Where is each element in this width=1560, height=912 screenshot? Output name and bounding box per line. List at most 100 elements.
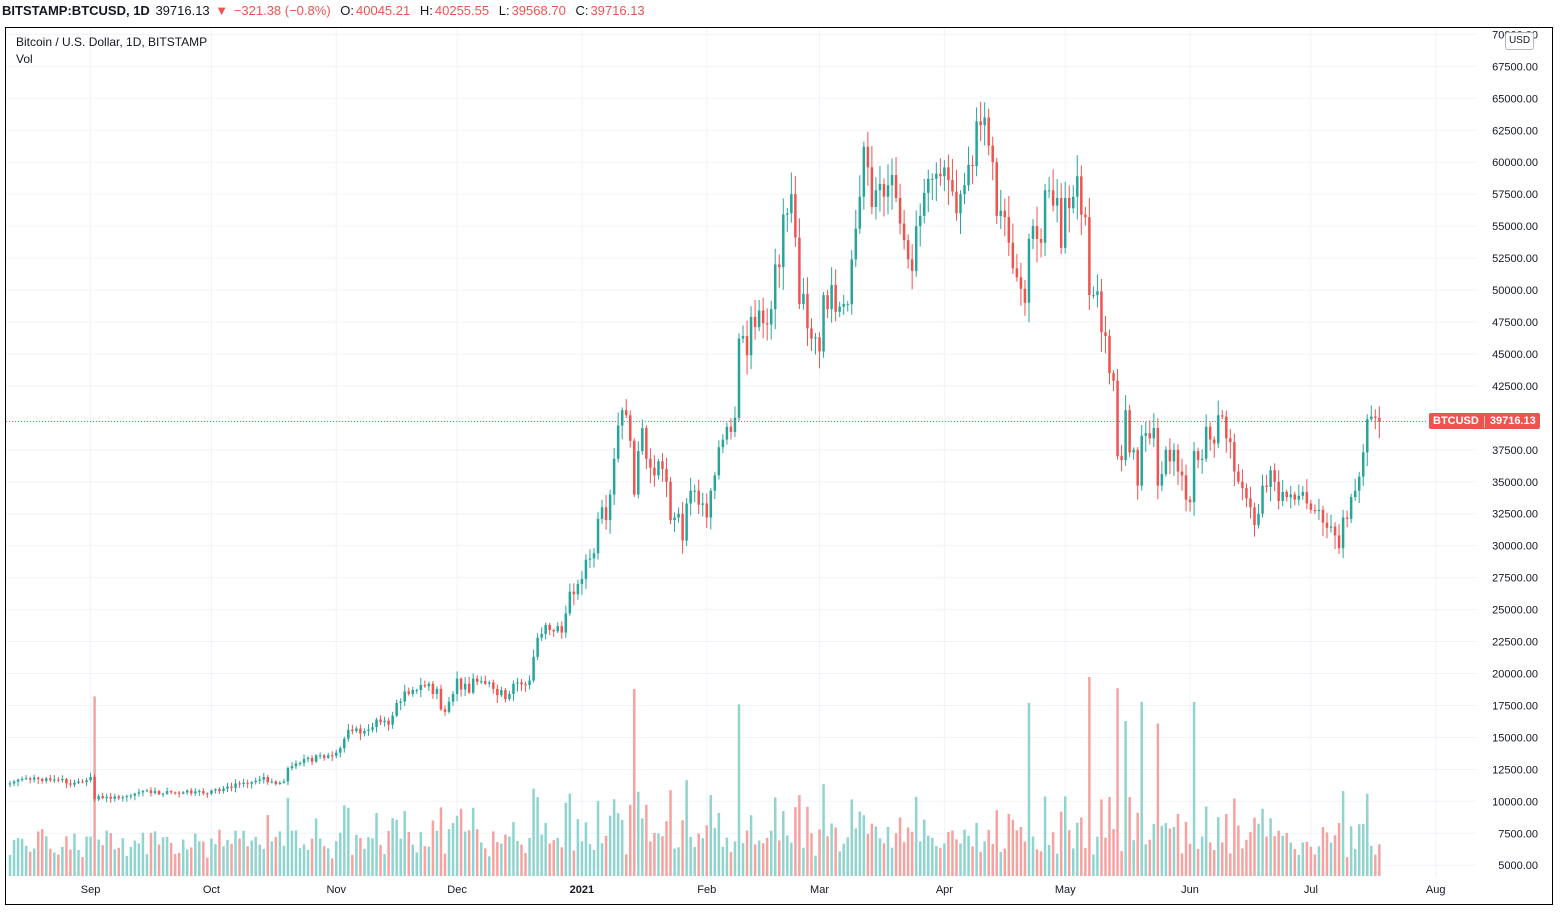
volume-bar xyxy=(145,854,149,876)
candle-body xyxy=(45,778,48,781)
volume-bar xyxy=(910,831,914,876)
open-value: 40045.21 xyxy=(356,3,411,18)
volume-bar xyxy=(81,857,84,876)
candle-body xyxy=(1349,497,1353,519)
candle-body xyxy=(129,795,133,797)
candle-body xyxy=(8,783,12,785)
candle-body xyxy=(842,304,845,307)
candle-body xyxy=(322,755,326,758)
volume-bar xyxy=(1212,849,1216,876)
volume-bar xyxy=(101,845,104,876)
candle-body xyxy=(681,513,684,541)
volume-bar xyxy=(427,846,431,876)
volume-bar xyxy=(234,830,237,876)
symbol-label[interactable]: BITSTAMP:BTCUSD, 1D xyxy=(2,3,150,18)
candle-body xyxy=(351,729,354,732)
candle-body xyxy=(673,517,676,521)
volume-bar xyxy=(902,842,906,876)
volume-bar xyxy=(931,837,934,876)
volume-bar xyxy=(314,818,318,876)
currency-badge[interactable]: USD xyxy=(1505,32,1534,50)
candle-body xyxy=(254,780,257,783)
volume-bar xyxy=(532,788,535,876)
candle-body xyxy=(395,702,398,716)
volume-bar xyxy=(1168,828,1172,876)
volume-bar xyxy=(838,851,841,876)
candle-body xyxy=(608,494,612,521)
candle-body xyxy=(451,693,455,702)
candle-body xyxy=(169,791,173,793)
volume-bar xyxy=(1297,854,1301,876)
candle-body xyxy=(1096,291,1099,296)
candle-body xyxy=(959,194,962,214)
candle-body xyxy=(1253,507,1256,526)
candle-body xyxy=(1003,210,1007,218)
candle-body xyxy=(49,778,52,781)
candle-body xyxy=(922,192,926,216)
volume-bar xyxy=(713,827,717,876)
volume-bar xyxy=(1164,823,1168,876)
candle-body xyxy=(427,683,431,687)
volume-bar xyxy=(822,784,825,876)
candle-body xyxy=(1329,526,1333,528)
candle-body xyxy=(741,336,745,339)
volume-bar xyxy=(633,689,636,876)
volume-bar xyxy=(363,848,366,876)
volume-bar xyxy=(347,807,350,876)
candle-body xyxy=(330,755,334,757)
candle-body xyxy=(250,782,253,784)
volume-bar xyxy=(564,802,568,876)
volume-bar xyxy=(661,836,664,876)
volume-bar xyxy=(1285,832,1288,876)
volume-bar xyxy=(576,819,580,876)
volume-bar xyxy=(419,832,423,876)
candle-body xyxy=(1309,503,1313,510)
candle-body xyxy=(387,720,390,725)
volume-bar xyxy=(463,831,467,876)
candle-body xyxy=(1281,491,1284,501)
volume-bar xyxy=(177,852,181,876)
candle-body xyxy=(1100,291,1103,333)
volume-bar xyxy=(351,854,354,876)
volume-bar xyxy=(616,813,620,876)
volume-bar xyxy=(125,855,129,876)
volume-bar xyxy=(830,823,833,876)
candle-body xyxy=(914,226,918,271)
volume-bar xyxy=(367,837,370,876)
candle-body xyxy=(649,458,652,468)
candle-body xyxy=(826,295,829,310)
volume-bar xyxy=(1104,837,1107,876)
volume-bar xyxy=(725,837,729,876)
volume-bar xyxy=(459,808,463,876)
volume-bar xyxy=(375,813,378,876)
volume-bar xyxy=(814,855,817,876)
candle-body xyxy=(951,180,954,192)
volume-bar xyxy=(778,840,781,876)
volume-bar xyxy=(407,832,410,876)
volume-bar xyxy=(544,822,547,876)
volume-bar xyxy=(878,838,882,876)
volume-bar xyxy=(516,840,519,876)
volume-bar xyxy=(214,844,217,876)
volume-bar xyxy=(1124,720,1127,876)
volume-bar xyxy=(230,843,233,876)
candle-body xyxy=(230,786,233,788)
candle-body xyxy=(367,729,370,732)
candle-body xyxy=(190,790,193,794)
candle-body xyxy=(185,790,189,793)
y-tick-label: 10000.00 xyxy=(1492,796,1538,808)
candle-body xyxy=(693,490,696,492)
candle-body xyxy=(765,323,769,325)
volume-bar xyxy=(496,842,499,876)
volume-bar xyxy=(153,831,157,876)
candle-body xyxy=(576,584,580,595)
volume-bar xyxy=(310,838,314,876)
volume-bar xyxy=(266,815,270,876)
candle-body xyxy=(1249,498,1252,508)
volume-bar xyxy=(1204,806,1208,876)
volume-bar xyxy=(157,844,161,876)
candle-body xyxy=(572,591,576,595)
candle-body xyxy=(947,167,950,181)
volume-bar xyxy=(339,832,342,876)
